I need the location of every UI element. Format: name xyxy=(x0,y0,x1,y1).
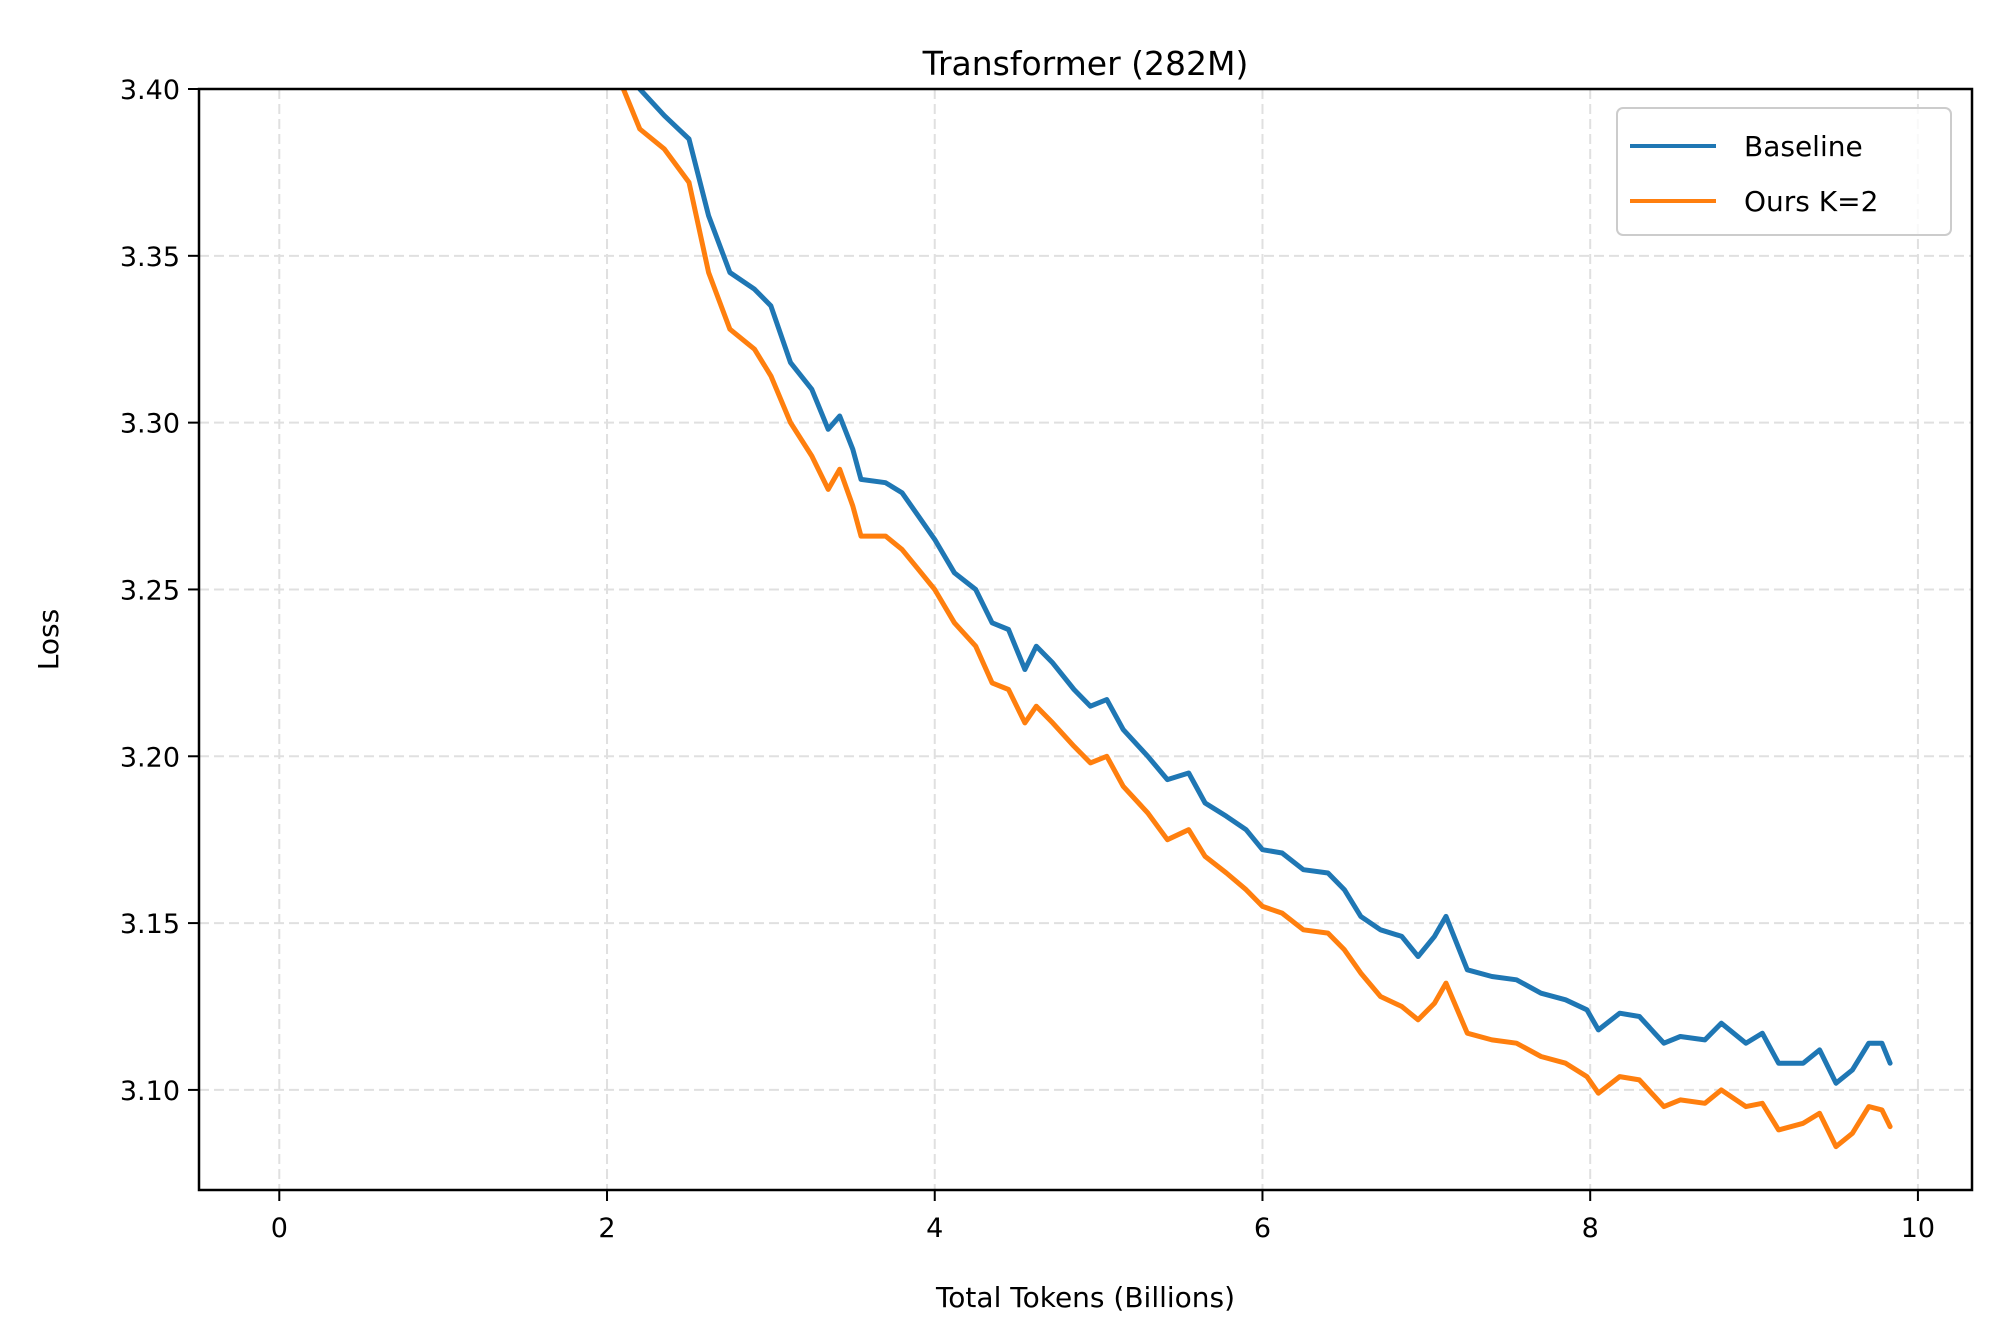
y-tick-label: 3.40 xyxy=(120,75,180,106)
y-tick-label: 3.10 xyxy=(120,1076,180,1107)
x-axis-label: Total Tokens (Billions) xyxy=(935,1281,1235,1314)
y-tick-label: 3.15 xyxy=(120,909,180,940)
legend-label-ours: Ours K=2 xyxy=(1744,185,1878,218)
y-axis-ticks: 3.10 3.15 3.20 3.25 3.30 3.35 3.40 xyxy=(120,75,199,1107)
legend-label-baseline: Baseline xyxy=(1744,130,1863,163)
x-tick-label: 4 xyxy=(926,1213,943,1244)
chart-title: Transformer (282M) xyxy=(922,44,1249,83)
plot-area-frame xyxy=(197,87,1974,1192)
x-axis-ticks: 0 2 4 6 8 10 xyxy=(271,1190,1935,1244)
data-series xyxy=(620,89,1893,1150)
legend: Baseline Ours K=2 xyxy=(1616,107,1952,236)
grid-lines xyxy=(199,88,1972,1190)
ours-k2-line xyxy=(620,89,1893,1150)
legend-box xyxy=(1616,107,1952,236)
y-tick-label: 3.35 xyxy=(120,242,180,273)
baseline-line xyxy=(637,89,1893,1086)
y-axis-label: Loss xyxy=(32,609,65,670)
y-tick-label: 3.20 xyxy=(120,742,180,773)
x-tick-label: 8 xyxy=(1582,1213,1599,1244)
y-tick-label: 3.30 xyxy=(120,409,180,440)
x-tick-label: 2 xyxy=(598,1213,615,1244)
x-tick-label: 0 xyxy=(271,1213,288,1244)
x-tick-label: 10 xyxy=(1901,1213,1935,1244)
x-tick-label: 6 xyxy=(1254,1213,1271,1244)
y-tick-label: 3.25 xyxy=(120,575,180,606)
